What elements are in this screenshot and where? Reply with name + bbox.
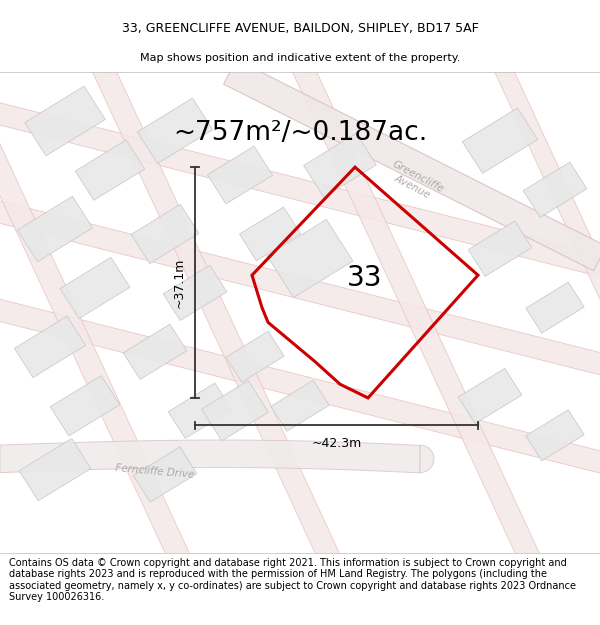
Text: ~42.3m: ~42.3m bbox=[311, 437, 362, 449]
Polygon shape bbox=[492, 58, 600, 606]
Polygon shape bbox=[90, 58, 360, 607]
Polygon shape bbox=[202, 381, 268, 441]
Text: Contains OS data © Crown copyright and database right 2021. This information is : Contains OS data © Crown copyright and d… bbox=[9, 558, 576, 602]
Polygon shape bbox=[163, 265, 227, 321]
Text: 33, GREENCLIFFE AVENUE, BAILDON, SHIPLEY, BD17 5AF: 33, GREENCLIFFE AVENUE, BAILDON, SHIPLEY… bbox=[122, 22, 478, 34]
Polygon shape bbox=[131, 204, 199, 264]
Polygon shape bbox=[226, 331, 284, 382]
Text: Ferncliffe Drive: Ferncliffe Drive bbox=[115, 463, 195, 480]
Polygon shape bbox=[420, 445, 434, 472]
Polygon shape bbox=[0, 189, 600, 387]
Polygon shape bbox=[526, 282, 584, 333]
Polygon shape bbox=[458, 368, 522, 424]
Polygon shape bbox=[0, 440, 420, 473]
Polygon shape bbox=[0, 288, 600, 485]
Polygon shape bbox=[290, 58, 560, 607]
Polygon shape bbox=[50, 376, 120, 436]
Polygon shape bbox=[14, 316, 86, 378]
Polygon shape bbox=[168, 383, 232, 438]
Polygon shape bbox=[523, 162, 587, 217]
Text: ~37.1m: ~37.1m bbox=[173, 258, 185, 308]
Text: ~757m²/~0.187ac.: ~757m²/~0.187ac. bbox=[173, 119, 427, 146]
Polygon shape bbox=[267, 219, 353, 298]
Polygon shape bbox=[137, 98, 212, 164]
Polygon shape bbox=[304, 133, 376, 197]
Polygon shape bbox=[19, 439, 91, 501]
Polygon shape bbox=[60, 258, 130, 319]
Polygon shape bbox=[25, 86, 105, 156]
Text: Greencliffe
Avenue: Greencliffe Avenue bbox=[385, 159, 445, 205]
Polygon shape bbox=[17, 196, 92, 262]
Polygon shape bbox=[208, 146, 272, 204]
Polygon shape bbox=[75, 140, 145, 200]
Polygon shape bbox=[271, 380, 329, 431]
Polygon shape bbox=[239, 207, 301, 261]
Text: 33: 33 bbox=[347, 264, 383, 292]
Polygon shape bbox=[133, 447, 197, 503]
Polygon shape bbox=[468, 221, 532, 276]
Polygon shape bbox=[463, 108, 538, 173]
Polygon shape bbox=[526, 410, 584, 461]
Polygon shape bbox=[224, 59, 600, 271]
Polygon shape bbox=[0, 58, 210, 607]
Text: Map shows position and indicative extent of the property.: Map shows position and indicative extent… bbox=[140, 53, 460, 63]
Polygon shape bbox=[0, 91, 600, 289]
Polygon shape bbox=[123, 324, 187, 379]
